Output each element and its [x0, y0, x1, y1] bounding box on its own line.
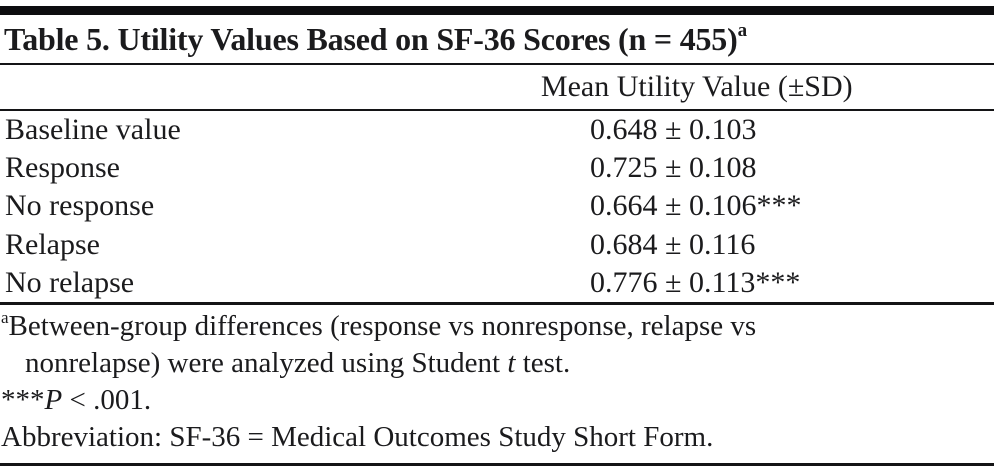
significance-stars: ***: [1, 383, 45, 416]
significance-threshold: < .001.: [62, 383, 152, 416]
row-label: No response: [5, 189, 155, 223]
table-title-text: Table 5. Utility Values Based on SF-36 S…: [4, 21, 738, 57]
row-label: Relapse: [5, 227, 100, 261]
row-value: 0.664 ± 0.106***: [590, 189, 802, 223]
bottom-rule: [0, 462, 994, 466]
significance-p-symbol: P: [44, 383, 63, 416]
table-row-no-response: No response 0.664 ± 0.106***: [0, 187, 994, 225]
table-title: Table 5. Utility Values Based on SF-36 S…: [0, 15, 994, 63]
table-row-relapse: Relapse 0.684 ± 0.116: [0, 226, 994, 264]
row-label: Baseline value: [5, 113, 181, 146]
row-value: 0.776 ± 0.113***: [590, 265, 801, 299]
footnote-abbreviation: Abbreviation: SF-36 = Medical Outcomes S…: [1, 420, 714, 453]
top-rule-thick: [0, 6, 994, 15]
rule-under-title: [0, 63, 994, 65]
rule-under-body: [0, 301, 994, 305]
table-row-response: Response 0.725 ± 0.108: [0, 149, 994, 187]
title-footnote-marker: a: [737, 20, 748, 41]
value-column-header: Mean Utility Value (±SD): [540, 70, 853, 103]
footnote-significance: ***P < .001.: [1, 382, 994, 419]
footnote-a-text-line2: nonrelapse) were analyzed using Student: [25, 346, 508, 379]
row-value: 0.684 ± 0.116: [590, 227, 756, 261]
row-value: 0.725 ± 0.108: [590, 151, 757, 185]
footnote-a-italic-t: t: [507, 346, 516, 379]
table-row-baseline: Baseline value 0.648 ± 0.103: [0, 111, 994, 149]
footnote-a-line2: nonrelapse) were analyzed using Student …: [1, 345, 994, 382]
row-label: Response: [5, 151, 120, 185]
footnote-a-line1: aBetween-group differences (response vs …: [1, 308, 994, 345]
row-value: 0.648 ± 0.103: [590, 113, 757, 146]
footnote-a-text-line2-end: test.: [515, 346, 571, 379]
table-body: Baseline value 0.648 ± 0.103 Response 0.…: [0, 111, 994, 302]
rule-under-header: [0, 109, 994, 111]
table-row-no-relapse: No relapse 0.776 ± 0.113***: [0, 264, 994, 302]
footnote-a-text-line1: Between-group differences (response vs n…: [8, 309, 757, 342]
column-header-row: Mean Utility Value (±SD): [0, 65, 994, 109]
row-label: No relapse: [5, 265, 135, 299]
footnotes-block: aBetween-group differences (response vs …: [0, 305, 994, 456]
footnote-a-marker: a: [1, 307, 9, 327]
